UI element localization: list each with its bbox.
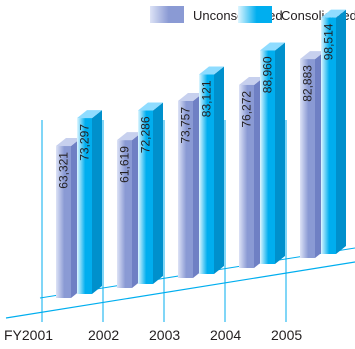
legend-swatch-unconsolidated [150,6,184,23]
bar-top [321,9,346,18]
bar-value-label: 61,619 [118,146,132,183]
bar-front [56,146,71,298]
bar-side [153,102,163,284]
bar-top [178,92,203,101]
bar-value-label: 88,960 [261,56,275,93]
bar-consolidated-2003: 83,121 [199,66,224,274]
bar-side [214,66,224,274]
x-tick-label: 2004 [210,327,241,343]
x-tick-label: 2003 [149,327,180,343]
legend-swatch-consolidated [238,6,272,23]
bar-top [117,132,142,141]
bar-front [138,110,153,284]
bar-top [300,51,325,60]
bar-front [199,74,214,274]
bar-top [199,66,224,75]
bar-top [239,76,264,85]
x-tick-label: FY2001 [4,327,53,343]
bar-top [56,138,81,147]
bar-front [300,59,315,259]
bar-consolidated-2002: 72,286 [138,102,163,284]
x-tick-labels: FY2001 2002 2003 2004 2005 [4,327,302,343]
bar-front [178,100,193,278]
bar-consolidated-fy2001: 73,297 [77,110,102,295]
bar-consolidated-2004: 88,960 [260,42,285,264]
bar-side [92,110,102,295]
bar-front [77,118,92,295]
bar-top [260,42,285,51]
bar-front [260,50,275,264]
floor-front-line [5,261,355,319]
bar-front [321,17,336,254]
x-tick-label: 2002 [88,327,119,343]
bar-value-label: 82,883 [301,65,315,102]
bars: 63,321 73,297 61,619 72,286 73,757 83,121 76,2… [56,9,346,298]
bar-front [117,140,132,288]
bar-front [239,84,254,268]
x-tick-label: 2005 [271,327,302,343]
bar-value-label: 98,514 [322,23,336,60]
bar-value-label: 83,121 [200,80,214,117]
bar-side [336,9,346,254]
bar-value-label: 76,272 [240,91,254,128]
bar-consolidated-2005: 98,514 [321,9,346,254]
bar-value-label: 73,757 [179,107,193,144]
bar-top [138,102,163,111]
bar-value-label: 72,286 [139,116,153,153]
bar-side [275,42,285,264]
bar-top [77,110,102,119]
bar-value-label: 63,321 [57,152,71,189]
bar-value-label: 73,297 [78,124,92,161]
